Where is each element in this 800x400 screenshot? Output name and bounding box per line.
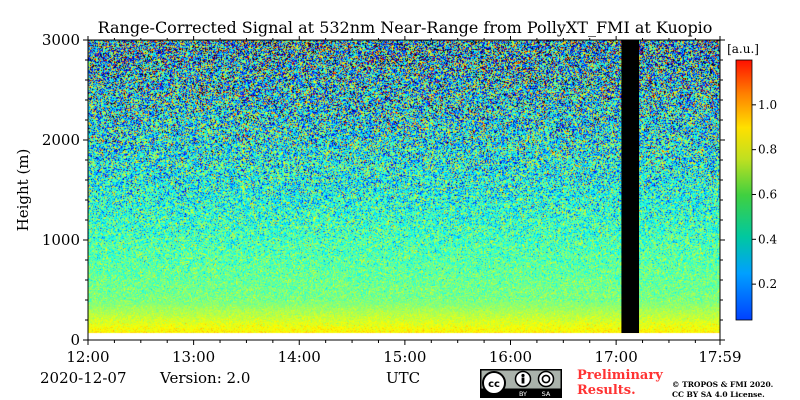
x-axis-label: UTC: [386, 369, 421, 387]
y-tick-label: 0: [70, 331, 80, 349]
preliminary-line-1: Preliminary: [577, 368, 663, 383]
x-tick-label: 13:00: [172, 348, 215, 366]
colorbar-tick-label: 1.0: [758, 98, 777, 112]
y-axis: 0 1000 2000 3000: [42, 31, 725, 349]
x-tick-label: 17:59: [698, 348, 741, 366]
cc-icon: [482, 371, 506, 395]
license-line: CC BY SA 4.0 License.: [672, 390, 765, 399]
x-tick-label: 12:00: [66, 348, 109, 366]
x-axis: 12:00 13:00 14:00 15:00 16:00 17:00 17:59: [66, 36, 742, 366]
sa-label: SA: [542, 390, 551, 398]
preliminary-notice: Preliminary Results.: [577, 368, 663, 398]
y-tick-label: 2000: [42, 131, 80, 149]
plot-area: [87, 39, 721, 341]
x-tick-label: 17:00: [595, 348, 638, 366]
colorbar-unit: [a.u.]: [727, 42, 759, 56]
colorbar-tick-label: 0.8: [758, 143, 777, 157]
plot-frame: [87, 39, 721, 341]
colorbar-gradient: [735, 59, 753, 321]
cc-by-sa-badge: cc BY SA: [480, 369, 562, 398]
copyright-notice: © TROPOS & FMI 2020. CC BY SA 4.0 Licens…: [672, 380, 773, 400]
colorbar-tick-label: 0.6: [758, 187, 777, 201]
footer-version: Version: 2.0: [160, 369, 251, 387]
sa-share-icon: [537, 370, 555, 388]
signal-heatmap: [88, 40, 720, 340]
chart-title: Range-Corrected Signal at 532nm Near-Ran…: [98, 18, 713, 37]
by-label: BY: [519, 390, 527, 398]
colorbar-tick-label: 0.2: [758, 277, 777, 291]
x-tick-label: 15:00: [383, 348, 426, 366]
x-tick-label: 16:00: [489, 348, 532, 366]
cc-icon-text: cc: [488, 379, 500, 390]
colorbar: 0.2 0.4 0.6 0.8 1.0 [a.u.]: [727, 42, 777, 321]
no-data-bar: [621, 40, 640, 333]
colorbar-tick-label: 0.4: [758, 232, 777, 246]
colorbar-ticks: 0.2 0.4 0.6 0.8 1.0: [752, 98, 777, 291]
copyright-line: © TROPOS & FMI 2020.: [672, 380, 774, 389]
footer-date: 2020-12-07: [40, 369, 127, 387]
preliminary-line-2: Results.: [577, 383, 636, 398]
y-axis-label: Height (m): [14, 149, 32, 232]
x-tick-label: 14:00: [278, 348, 321, 366]
y-tick-label: 1000: [42, 231, 80, 249]
y-tick-label: 3000: [42, 31, 80, 49]
